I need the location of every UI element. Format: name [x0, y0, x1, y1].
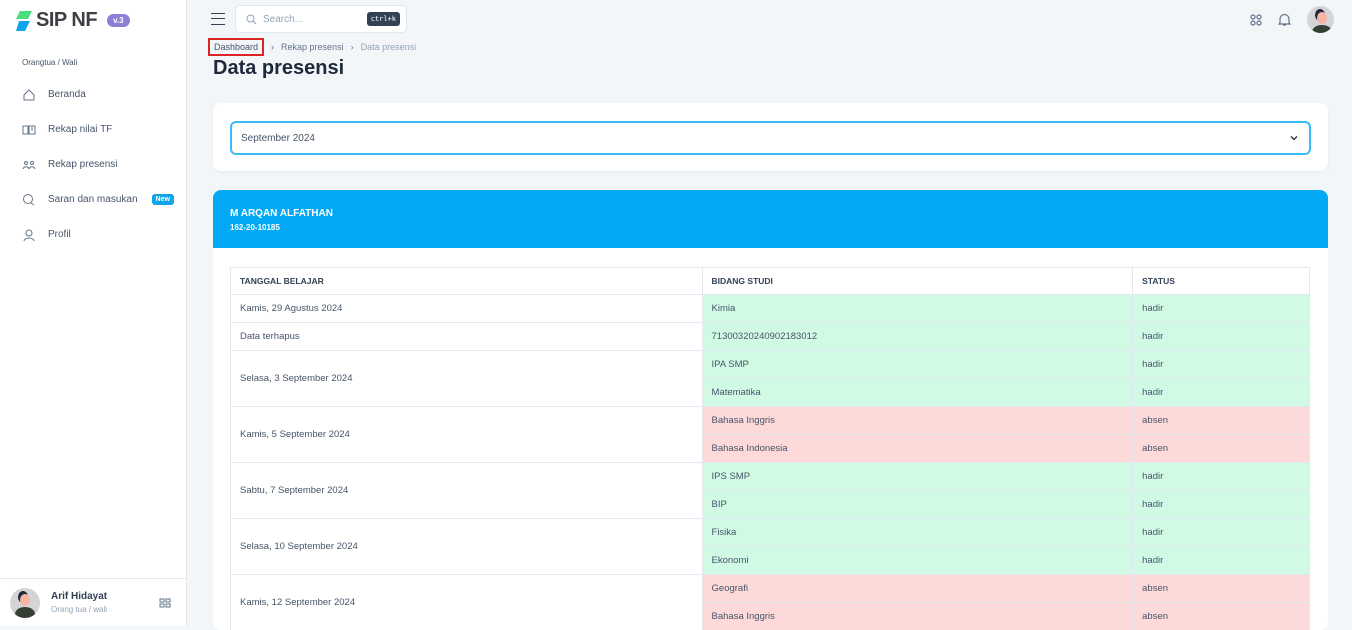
status-cell: hadir [1133, 519, 1310, 547]
subject-cell: Bahasa Indonesia [702, 435, 1133, 463]
menu-toggle-icon[interactable] [211, 13, 225, 25]
role-label: Orangtua / Wali [22, 58, 77, 67]
chat-icon [22, 193, 36, 207]
subject-cell: Bahasa Inggris [702, 407, 1133, 435]
new-badge: New [152, 194, 174, 205]
status-cell: hadir [1133, 323, 1310, 351]
user-name: Arif Hidayat [51, 591, 151, 602]
page-title: Data presensi [213, 57, 344, 80]
student-id: 162-20-10185 [230, 223, 1311, 232]
status-cell: hadir [1133, 547, 1310, 575]
sidebar-item-label: Profil [48, 229, 71, 240]
search-icon [246, 14, 257, 25]
sidebar-nav: Beranda Rekap nilai TF Rekap presensi Saran… [0, 77, 186, 252]
status-cell: hadir [1133, 491, 1310, 519]
apps-icon[interactable] [1250, 14, 1262, 26]
date-cell: Kamis, 12 September 2024 [231, 575, 703, 630]
search-input[interactable]: Search... ctrl+k [235, 5, 407, 33]
status-cell: hadir [1133, 463, 1310, 491]
bell-icon[interactable] [1278, 13, 1291, 27]
breadcrumb-dashboard[interactable]: Dashboard [208, 38, 264, 56]
date-cell: Kamis, 29 Agustus 2024 [231, 295, 703, 323]
student-name: M ARQAN ALFATHAN [230, 208, 1311, 219]
attendance-table: TANGGAL BELAJAR BIDANG STUDI STATUS Kami… [230, 267, 1310, 630]
breadcrumb-current: Data presensi [361, 42, 417, 52]
subject-cell: IPA SMP [702, 351, 1133, 379]
status-cell: absen [1133, 407, 1310, 435]
status-cell: hadir [1133, 351, 1310, 379]
avatar [10, 588, 40, 618]
shortcut-hint: ctrl+k [367, 12, 400, 26]
header-avatar[interactable] [1307, 6, 1334, 33]
app-name: SIP NF [36, 9, 97, 32]
book-icon [22, 123, 36, 137]
logo[interactable]: SIP NF v.3 [16, 9, 130, 32]
version-badge: v.3 [107, 14, 130, 27]
status-cell: hadir [1133, 295, 1310, 323]
user-icon [22, 228, 36, 242]
subject-cell: Kimia [702, 295, 1133, 323]
search-placeholder: Search... [263, 14, 303, 25]
sidebar-item-label: Rekap presensi [48, 159, 117, 170]
subject-cell: Fisika [702, 519, 1133, 547]
home-icon [22, 88, 36, 102]
date-cell: Selasa, 10 September 2024 [231, 519, 703, 575]
month-select[interactable]: September 2024 [230, 121, 1311, 155]
sidebar: SIP NF v.3 Orangtua / Wali Beranda Rekap … [0, 0, 187, 626]
status-cell: absen [1133, 435, 1310, 463]
subject-cell: BIP [702, 491, 1133, 519]
col-header-date: TANGGAL BELAJAR [231, 268, 703, 295]
breadcrumb: Dashboard› Rekap presensi› Data presensi [208, 38, 416, 56]
chevron-down-icon [1289, 133, 1299, 143]
sidebar-item-saran-dan-masukan[interactable]: Saran dan masukan New [0, 182, 186, 217]
sidebar-item-label: Rekap nilai TF [48, 124, 112, 135]
student-header: M ARQAN ALFATHAN 162-20-10185 [213, 190, 1328, 248]
filter-card: September 2024 [213, 103, 1328, 171]
status-cell: absen [1133, 575, 1310, 603]
sidebar-item-label: Saran dan masukan [48, 194, 138, 205]
subject-cell: Matematika [702, 379, 1133, 407]
date-cell: Kamis, 5 September 2024 [231, 407, 703, 463]
sidebar-item-profil[interactable]: Profil [0, 217, 186, 252]
subject-cell: Ekonomi [702, 547, 1133, 575]
subject-cell: IPS SMP [702, 463, 1133, 491]
user-role: Orang tua / wali [51, 605, 151, 614]
date-cell: Selasa, 3 September 2024 [231, 351, 703, 407]
sidebar-item-label: Beranda [48, 89, 86, 100]
settings-icon[interactable] [159, 598, 171, 608]
date-cell: Sabtu, 7 September 2024 [231, 463, 703, 519]
user-panel[interactable]: Arif Hidayat Orang tua / wali [0, 578, 186, 626]
leaf-logo-icon [16, 11, 32, 31]
month-select-value: September 2024 [241, 133, 315, 144]
date-cell: Data terhapus [231, 323, 703, 351]
col-header-subject: BIDANG STUDI [702, 268, 1133, 295]
sidebar-item-rekap-nilai-tf[interactable]: Rekap nilai TF [0, 112, 186, 147]
attendance-card: M ARQAN ALFATHAN 162-20-10185 TANGGAL BE… [213, 190, 1328, 630]
sidebar-item-beranda[interactable]: Beranda [0, 77, 186, 112]
users-icon [22, 158, 36, 172]
col-header-status: STATUS [1133, 268, 1310, 295]
breadcrumb-rekap-presensi[interactable]: Rekap presensi [281, 42, 344, 52]
sidebar-item-rekap-presensi[interactable]: Rekap presensi [0, 147, 186, 182]
subject-cell: Geografi [702, 575, 1133, 603]
subject-cell: 71300320240902183012 [702, 323, 1133, 351]
status-cell: hadir [1133, 379, 1310, 407]
